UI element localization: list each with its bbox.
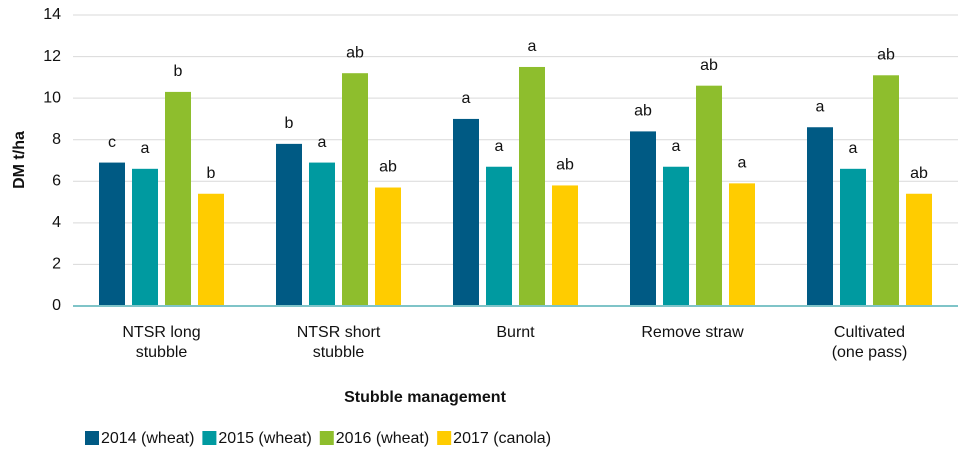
x-tick-label: Burnt — [496, 324, 535, 341]
legend-swatch — [202, 431, 217, 445]
y-tick-label: 8 — [52, 131, 61, 148]
x-tick-label: NTSR short stubble — [297, 324, 381, 361]
bar — [663, 166, 689, 306]
annotation: b — [174, 63, 183, 80]
bar — [309, 162, 335, 306]
annotation: a — [738, 155, 747, 172]
bar — [696, 85, 722, 307]
annotation: c — [108, 134, 116, 151]
bar — [375, 187, 401, 306]
bar — [132, 168, 158, 306]
annotation: a — [462, 90, 471, 107]
bar — [342, 73, 368, 306]
annotation: ab — [877, 46, 895, 63]
y-tick-label: 12 — [43, 48, 61, 65]
bar — [729, 183, 755, 306]
x-tick-label: NTSR long stubble — [122, 324, 200, 361]
annotation: a — [672, 138, 681, 155]
y-tick-label: 6 — [52, 173, 61, 190]
annotation: a — [141, 140, 150, 157]
legend-swatch — [85, 431, 99, 445]
annotation: a — [849, 140, 858, 157]
x-tick-label: Cultivated (one pass) — [832, 324, 908, 361]
legend-label: 2017 (canola) — [453, 430, 551, 447]
annotation: ab — [910, 165, 928, 182]
bar — [807, 127, 833, 306]
annotation: b — [207, 165, 216, 182]
bar — [453, 118, 479, 306]
annotation: a — [816, 98, 825, 115]
x-axis-title: Stubble management — [344, 389, 506, 406]
legend-label: 2014 (wheat) — [101, 430, 194, 447]
y-tick-label: 4 — [52, 214, 61, 231]
bar — [165, 91, 191, 307]
y-tick-label: 0 — [52, 297, 61, 314]
bar — [519, 66, 545, 306]
bar — [840, 168, 866, 306]
legend-label: 2016 (wheat) — [336, 430, 429, 447]
annotation: ab — [700, 57, 718, 74]
annotation: a — [495, 138, 504, 155]
annotation: ab — [379, 159, 397, 176]
x-tick-label: Remove straw — [641, 324, 744, 341]
bar — [276, 143, 302, 306]
annotation: b — [285, 115, 294, 132]
legend-swatch — [319, 431, 334, 445]
annotation: a — [318, 134, 327, 151]
bar — [198, 193, 224, 306]
bar — [630, 131, 656, 306]
legend-swatch — [437, 431, 452, 445]
annotation: ab — [346, 44, 364, 61]
annotation: a — [528, 38, 537, 55]
bar — [99, 162, 125, 306]
y-tick-label: 14 — [43, 6, 61, 23]
y-axis-title: DM t/ha — [11, 131, 28, 189]
bar — [486, 166, 512, 306]
annotation: ab — [634, 103, 652, 120]
y-tick-label: 2 — [52, 256, 61, 273]
bar — [873, 75, 899, 307]
bar — [552, 185, 578, 306]
legend-label: 2015 (wheat) — [218, 430, 311, 447]
annotation: ab — [556, 157, 574, 174]
y-tick-label: 10 — [43, 89, 61, 106]
bar — [906, 193, 932, 306]
